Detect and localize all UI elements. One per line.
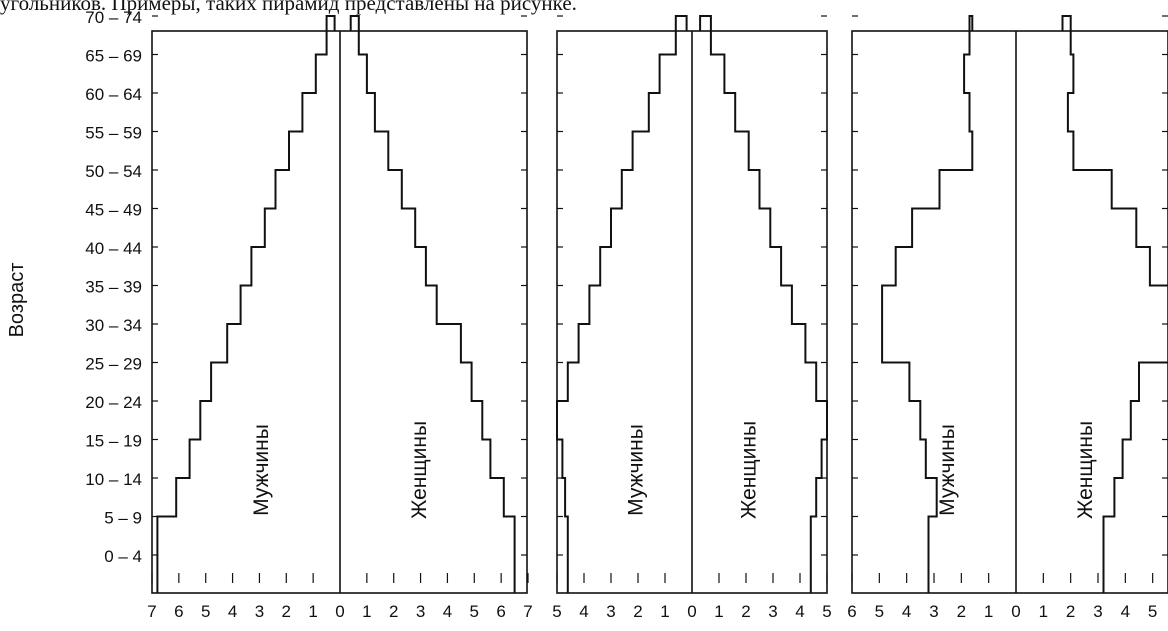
age-tick-label: 50 – 54: [85, 162, 142, 181]
x-tick-label: 2: [282, 602, 291, 621]
x-tick-label: 5: [552, 602, 561, 621]
x-tick-label: 3: [255, 602, 264, 621]
x-tick-label: 0: [687, 602, 696, 621]
age-tick-label: 5 – 9: [104, 509, 142, 528]
series-label: Мужчины: [936, 424, 959, 516]
age-tick-label: 20 – 24: [85, 393, 142, 412]
x-tick-label: 5: [1148, 602, 1157, 621]
age-tick-label: 60 – 64: [85, 85, 142, 104]
age-tick-label: 35 – 39: [85, 278, 142, 297]
x-tick-label: 2: [389, 602, 398, 621]
series-outline: [556, 15, 688, 593]
pyramid-panel: 6543210123456МужчиныЖенщины: [847, 15, 1168, 621]
x-tick-label: 1: [1039, 602, 1048, 621]
x-tick-label: 0: [335, 602, 344, 621]
x-tick-label: 7: [523, 602, 532, 621]
panel-frame: [851, 30, 1168, 594]
x-tick-label: 6: [847, 602, 856, 621]
x-tick-label: 5: [201, 602, 210, 621]
x-tick-label: 1: [660, 602, 669, 621]
series-outline: [1061, 15, 1168, 593]
x-tick-label: 4: [902, 602, 911, 621]
series-label: Мужчины: [624, 424, 647, 516]
x-tick-label: 3: [1093, 602, 1102, 621]
age-tick-label: 45 – 49: [85, 201, 142, 220]
series-label: Мужчины: [250, 424, 273, 516]
age-tick-label: 40 – 44: [85, 239, 142, 258]
series-label: Женщины: [408, 421, 431, 519]
series-outline: [349, 15, 516, 593]
series-label: Женщины: [1074, 421, 1097, 519]
x-tick-label: 3: [606, 602, 615, 621]
x-tick-label: 4: [795, 602, 804, 621]
x-tick-label: 5: [875, 602, 884, 621]
x-tick-label: 2: [741, 602, 750, 621]
x-tick-label: 2: [633, 602, 642, 621]
x-tick-label: 5: [822, 602, 831, 621]
age-tick-label: 30 – 34: [85, 316, 142, 335]
x-tick-label: 3: [768, 602, 777, 621]
age-tick-label: 25 – 29: [85, 355, 142, 374]
x-tick-label: 1: [362, 602, 371, 621]
top-caption: угольников. Примеры, таких пирамид предс…: [0, 0, 577, 15]
age-tick-label: 15 – 19: [85, 432, 142, 451]
age-tick-label: 0 – 4: [104, 547, 142, 566]
series-outline: [156, 15, 336, 593]
x-tick-label: 4: [228, 602, 237, 621]
x-tick-label: 3: [929, 602, 938, 621]
x-tick-label: 2: [957, 602, 966, 621]
x-tick-label: 1: [984, 602, 993, 621]
x-tick-label: 6: [174, 602, 183, 621]
age-tick-label: 55 – 59: [85, 124, 142, 143]
series-outline: [881, 15, 974, 593]
series-label: Женщины: [738, 421, 761, 519]
x-tick-label: 3: [416, 602, 425, 621]
x-tick-label: 1: [308, 602, 317, 621]
x-tick-label: 2: [1066, 602, 1075, 621]
x-tick-label: 4: [1121, 602, 1130, 621]
x-tick-label: 4: [443, 602, 452, 621]
x-tick-label: 6: [496, 602, 505, 621]
x-tick-label: 1: [714, 602, 723, 621]
age-tick-label: 65 – 69: [85, 47, 142, 66]
age-tick-label: 70 – 74: [85, 8, 142, 27]
x-tick-label: 5: [470, 602, 479, 621]
series-outline: [699, 15, 828, 593]
x-tick-label: 4: [579, 602, 588, 621]
x-tick-label: 0: [1011, 602, 1020, 621]
x-tick-label: 7: [147, 602, 156, 621]
age-tick-label: 10 – 14: [85, 470, 142, 489]
